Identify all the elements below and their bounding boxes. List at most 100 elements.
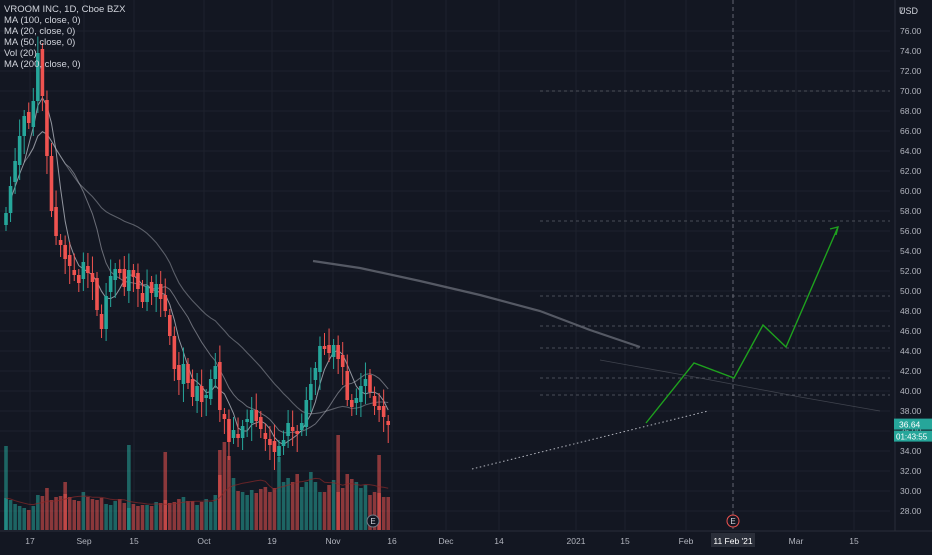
volume-bar [368,495,372,530]
candle [86,253,90,288]
candle [377,393,381,422]
candle [386,415,390,443]
earnings-marker [366,514,380,528]
projection-arrow-path [645,226,839,424]
legend-ma200[interactable]: MA (200, close, 0) [4,59,81,70]
legend-vol[interactable]: Vol (20) [4,48,37,59]
volume-bar [177,499,181,530]
volume-ma-line [5,477,389,506]
volume-bar [186,501,190,530]
legend-ma20[interactable]: MA (20, close, 0) [4,26,76,37]
volume-bar [190,501,195,530]
time-tick-label: Oct [197,536,211,546]
candle-body [272,441,277,452]
volume-bar [104,504,108,530]
price-axis [895,0,932,550]
candle-body [117,269,122,273]
candle-body [168,315,172,336]
price-tick-label: 76.00 [900,26,922,36]
candle-body [309,384,313,400]
candle-body [199,386,204,402]
candle-body [313,368,318,380]
volume-bar [318,492,322,530]
volume-bar [263,487,268,530]
volume-bars [4,435,390,530]
legend-ma50[interactable]: MA (50, close, 0) [4,37,76,48]
volume-bar [277,457,281,530]
candle [218,345,222,422]
candle [208,369,213,405]
volume-bar [199,502,204,530]
price-tick-label: 50.00 [900,286,922,296]
candle [190,369,195,406]
volume-bar [345,474,350,530]
volume-bar [54,497,58,530]
candle [240,420,245,450]
volume-bar [95,500,99,530]
candle [245,409,249,437]
earnings-marker [726,514,740,528]
volume-bar [172,502,177,530]
candles [4,36,390,470]
volume-bar [158,503,163,530]
candle [13,148,17,194]
volume-bar [363,485,368,530]
volume-bar [240,492,245,530]
candle-body [372,396,377,406]
time-tick-label: 14 [494,536,504,546]
time-tick-label: Feb [679,536,694,546]
volume-bar [72,500,77,530]
time-tick-label: 17 [25,536,35,546]
volume-bar [259,489,263,530]
volume-bar [372,492,377,530]
candle-body [363,379,368,386]
candle-body [263,433,268,439]
candle [281,430,286,455]
price-tick-label: 60.00 [900,186,922,196]
volume-bar [227,456,231,530]
candle [81,252,86,291]
candle [231,417,236,444]
candle [254,393,259,427]
candle [336,335,340,374]
candle [249,397,254,441]
time-tick-label: Nov [325,536,341,546]
candle-body [140,293,145,302]
candle [359,373,363,417]
candle [131,264,136,292]
candle [272,424,277,470]
candle [95,272,99,316]
currency-label[interactable]: USD [898,6,918,16]
candle-body [381,406,386,417]
candle-body [122,269,127,287]
candle-body [227,419,231,442]
volume-bar-spike [163,452,168,530]
volume-bar [131,504,136,530]
candle-body [77,275,81,283]
volume-bar [213,495,218,530]
candle-body [340,355,345,367]
candle [36,36,40,113]
candle-body [4,213,8,225]
volume-bar [231,478,236,530]
volume-bar [113,501,117,530]
candle [309,367,313,412]
volume-bar [181,497,186,530]
candle-body [254,410,259,421]
candle-body [131,270,136,277]
volume-bar [204,499,208,530]
candle-body [190,379,195,397]
candle [140,280,145,308]
price-tick-label: 30.00 [900,486,922,496]
time-tick-label: Sep [76,536,91,546]
volume-bar [295,474,299,530]
candle-body [231,430,236,438]
candle-body [172,336,177,369]
legend-ma100[interactable]: MA (100, close, 0) [4,15,81,26]
candle [345,354,350,406]
candle-body [299,423,304,430]
candle [108,259,113,307]
legend-title[interactable]: VROOM INC, 1D, Cboe BZX [4,4,126,15]
